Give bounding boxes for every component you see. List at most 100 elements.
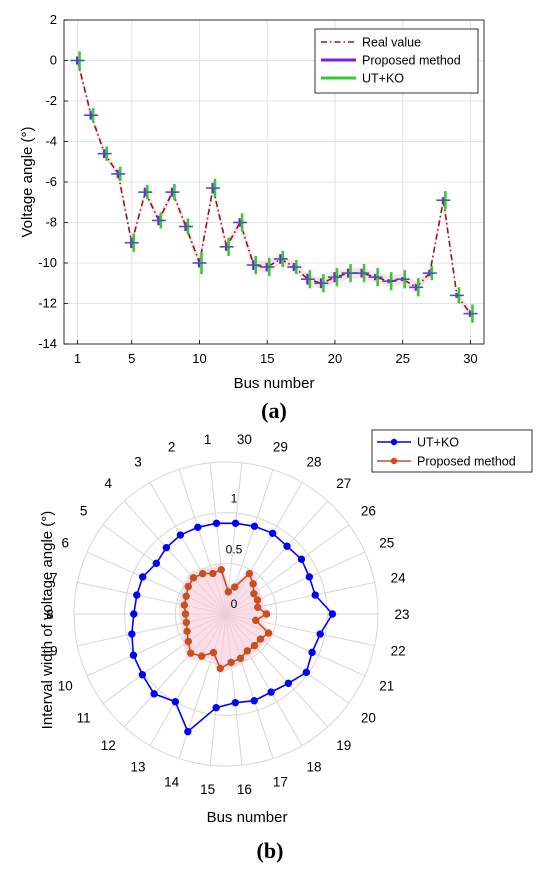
y-tick-label-a: -4 <box>45 134 57 149</box>
category-label-b: 13 <box>130 759 145 774</box>
grid-a <box>64 19 484 345</box>
ut-ko-point <box>308 648 316 657</box>
proposed-method-point <box>198 569 207 578</box>
ut-ko-point <box>302 668 311 677</box>
category-label-b: 3 <box>134 455 142 470</box>
x-axis-label-b: Bus number <box>207 809 288 826</box>
ut-ko-point <box>212 704 220 712</box>
caption-b: (b) <box>257 838 284 863</box>
proposed-method-point <box>252 616 260 625</box>
ut-ko-point <box>194 523 202 531</box>
category-label-b: 7 <box>50 570 58 585</box>
y-tick-label-a: -14 <box>38 336 57 351</box>
category-label-b: 23 <box>394 607 409 622</box>
category-label-b: 6 <box>61 535 69 550</box>
legend-label-b: Proposed method <box>417 455 516 469</box>
category-label-b: 20 <box>361 710 376 725</box>
radar-series-b <box>128 519 337 736</box>
ut-ko-point <box>150 690 158 698</box>
proposed-method-point <box>180 601 189 609</box>
category-label-b: 29 <box>273 440 288 455</box>
ut-ko-point <box>128 630 136 638</box>
y-tick-label-a: -12 <box>38 296 57 311</box>
proposed-method-point <box>182 618 191 627</box>
proposed-method-point <box>184 582 192 591</box>
legend-label-b: UT+KO <box>417 436 459 450</box>
proposed-method-point <box>250 590 258 598</box>
proposed-method-point <box>256 635 265 643</box>
proposed-method-point <box>182 592 190 600</box>
legend-label-a: Proposed method <box>362 54 461 68</box>
category-label-b: 9 <box>50 644 58 659</box>
proposed-method-point <box>216 664 224 673</box>
y-tick-label-a: -8 <box>45 215 57 230</box>
x-axis-label-a: Bus number <box>234 375 315 392</box>
ut-ko-point <box>162 544 171 552</box>
ut-ko-point <box>212 519 221 527</box>
category-label-b: 5 <box>80 504 88 519</box>
ut-ko-point <box>129 651 138 659</box>
proposed-method-point <box>189 574 198 582</box>
legend-b: UT+KO Proposed method <box>371 429 533 473</box>
x-tick-label-a: 20 <box>328 351 342 366</box>
ut-ko-point <box>316 630 324 638</box>
x-tick-label-a: 25 <box>395 351 409 366</box>
category-label-b: 25 <box>379 535 394 550</box>
ut-ko-point <box>231 698 240 707</box>
ut-ko-point <box>152 559 161 568</box>
ut-ko-point <box>250 522 259 530</box>
radial-tick-labels-b: 00.51 <box>226 492 243 611</box>
proposed-method-point <box>236 654 245 663</box>
x-tick-label-a: 10 <box>192 351 206 366</box>
category-label-b: 15 <box>200 782 215 797</box>
category-label-b: 12 <box>101 738 116 753</box>
category-label-b: 22 <box>391 644 406 659</box>
ut-ko-point <box>231 519 240 527</box>
plot-frame-a <box>63 19 485 345</box>
proposed-method-point <box>209 648 218 657</box>
ut-ko-point <box>297 555 306 563</box>
ut-ko-point <box>133 591 141 599</box>
category-label-b: 14 <box>164 774 180 789</box>
proposed-method-point <box>254 603 262 611</box>
category-label-b: 2 <box>168 440 176 455</box>
proposed-method-point <box>250 641 259 650</box>
category-label-b: 24 <box>391 570 407 585</box>
legend-label-a: UT+KO <box>362 72 404 86</box>
proposed-method-point <box>187 649 195 657</box>
proposed-method-point <box>231 583 239 591</box>
y-tick-label-a: 2 <box>50 12 57 27</box>
x-tick-label-a: 30 <box>463 351 477 366</box>
legend-marker-b <box>390 438 398 446</box>
radial-tick-label: 0 <box>231 597 238 611</box>
proposed-method-point <box>245 569 254 578</box>
y-tick-label-a: -10 <box>38 255 57 270</box>
legend-a: Real value Proposed method UT+KO <box>314 28 479 94</box>
ut-ko-point <box>305 573 314 581</box>
proposed-method-point <box>197 652 206 660</box>
ut-ko-point <box>138 671 147 679</box>
ut-ko-point <box>284 679 293 687</box>
legend-label-a: Real value <box>362 36 421 50</box>
ut-ko-point <box>130 610 138 618</box>
category-label-b: 17 <box>273 774 288 789</box>
interval-marks-a <box>70 51 478 323</box>
category-label-b: 27 <box>336 476 351 491</box>
category-label-b: 19 <box>336 738 351 753</box>
proposed-method-point <box>217 565 226 574</box>
y-tick-label-a: 0 <box>50 53 57 68</box>
ut-ko-point <box>268 529 277 537</box>
category-label-b: 8 <box>46 607 54 622</box>
proposed-method-point <box>227 658 235 667</box>
y-axis-label-b: Interval width of voltage angle (°) <box>39 511 56 730</box>
category-label-b: 10 <box>58 679 73 694</box>
category-label-b: 16 <box>237 782 252 797</box>
category-label-b: 11 <box>77 710 91 725</box>
ut-ko-point <box>328 610 337 618</box>
proposed-method-point <box>181 610 190 618</box>
y-axis-label-a: Voltage angle (°) <box>19 126 36 237</box>
ut-ko-point <box>138 573 147 581</box>
